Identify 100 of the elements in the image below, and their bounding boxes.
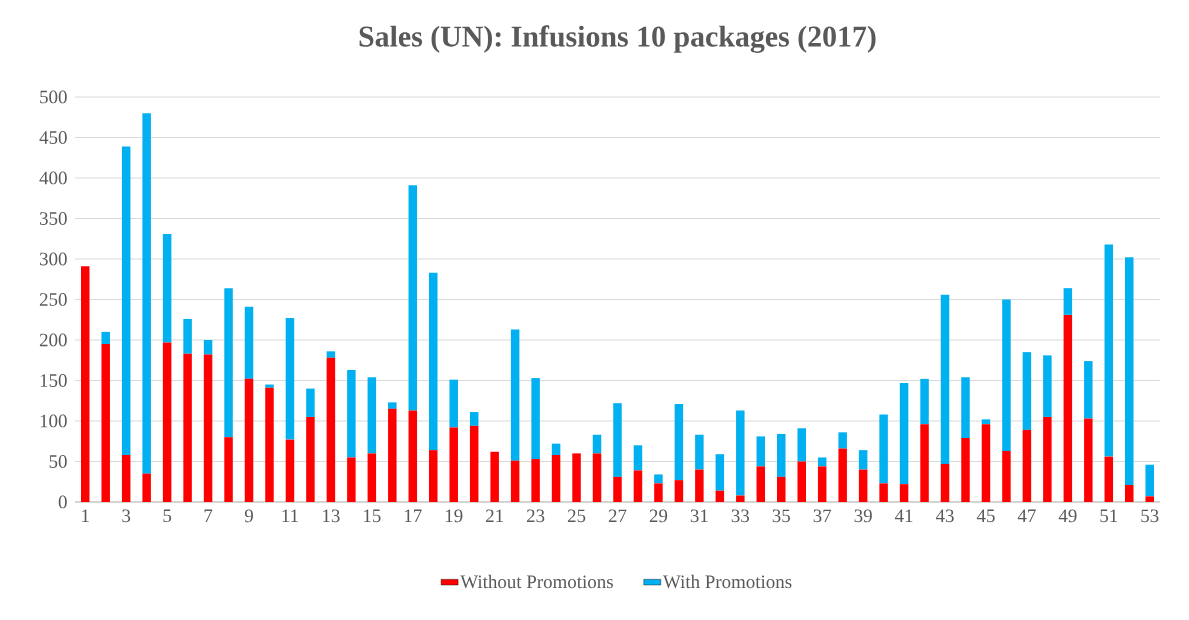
bar: [142, 473, 151, 502]
bar: [408, 410, 418, 502]
bar: [858, 450, 868, 470]
bar: [347, 457, 356, 502]
x-tick-label: 3: [122, 509, 131, 523]
bar: [1022, 429, 1032, 502]
x-tick-label: 7: [204, 509, 213, 522]
bar: [224, 288, 233, 438]
x-tick-label: 11: [282, 509, 298, 522]
x-tick-label: 15: [364, 509, 381, 523]
bar: [306, 416, 315, 502]
x-tick-label: 49: [1058, 509, 1077, 523]
bar: [203, 354, 213, 502]
x-tick-label: 1: [82, 509, 89, 522]
chart-title: Sales (UN): Infusions 10 packages (2017): [359, 25, 876, 53]
bar: [940, 294, 950, 464]
bar: [224, 437, 233, 502]
bar: [449, 379, 458, 428]
bar: [899, 382, 909, 485]
x-tick-label: 43: [935, 509, 954, 523]
x-tick-label: 45: [976, 509, 995, 523]
bar: [695, 434, 704, 470]
bar: [940, 463, 950, 502]
bar: [715, 454, 725, 491]
bar: [1104, 244, 1114, 457]
x-tick-label: 9: [244, 509, 253, 523]
bar: [203, 339, 213, 355]
bar: [1104, 456, 1114, 502]
bar: [961, 377, 970, 438]
bar: [817, 466, 827, 502]
x-tick-label: 53: [1141, 509, 1159, 523]
bar: [1084, 361, 1093, 419]
x-tick-label: 19: [445, 509, 463, 523]
x-tick-label: 27: [608, 509, 627, 523]
bar: [613, 476, 622, 502]
y-tick-label: 150: [40, 374, 67, 387]
bar: [162, 233, 172, 343]
bar: [920, 424, 929, 502]
bar: [797, 428, 806, 462]
bar: [101, 331, 110, 345]
bar: [715, 490, 725, 502]
bar: [510, 329, 520, 461]
bar: [285, 318, 295, 440]
bar: [285, 439, 295, 502]
bar: [367, 453, 377, 502]
bar: [1063, 288, 1073, 315]
bar: [838, 448, 847, 502]
bar: [736, 495, 745, 502]
bar: [961, 438, 970, 502]
bar: [490, 451, 499, 502]
x-tick-label: 39: [854, 509, 872, 523]
bar: [388, 402, 397, 409]
bar: [797, 461, 806, 502]
bar: [613, 403, 622, 477]
bar: [121, 146, 131, 455]
bar: [756, 466, 766, 502]
x-tick-label: 37: [813, 509, 832, 523]
bar: [1084, 418, 1093, 502]
bar: [265, 387, 274, 502]
bar: [654, 474, 663, 484]
y-tick-label: 200: [39, 333, 67, 347]
bar: [920, 378, 929, 425]
bar: [101, 344, 110, 502]
bar: [469, 425, 479, 502]
bar: [633, 470, 643, 502]
x-tick-label: 17: [404, 509, 422, 522]
bar: [674, 480, 684, 502]
legend-label: With Promotions: [662, 574, 792, 589]
x-tick-label: 21: [486, 509, 503, 523]
bar: [736, 410, 745, 496]
bar: [265, 384, 274, 388]
bar: [879, 483, 888, 502]
bar: [510, 460, 520, 502]
bar: [1043, 355, 1052, 417]
bar: [1125, 257, 1134, 485]
bar: [777, 433, 786, 477]
x-tick-label: 25: [567, 509, 586, 523]
x-tick-label: 35: [772, 509, 790, 523]
bar: [429, 450, 438, 502]
bar: [1063, 314, 1073, 502]
bar: [1145, 496, 1154, 502]
bar: [1022, 352, 1032, 430]
x-tick-label: 47: [1017, 509, 1036, 522]
bar: [449, 427, 458, 502]
bar: [1002, 299, 1011, 451]
bar: [244, 378, 254, 502]
bar: [572, 453, 581, 502]
bar: [367, 377, 377, 454]
bar: [551, 443, 561, 455]
y-tick-label: 300: [40, 252, 67, 266]
bar: [838, 432, 847, 449]
bar: [777, 476, 786, 502]
bar: [674, 403, 684, 481]
bar: [388, 408, 397, 502]
bar: [121, 455, 131, 502]
bar: [551, 455, 561, 502]
bar: [408, 185, 418, 411]
bar: [531, 378, 540, 460]
bar: [183, 353, 192, 502]
bar: [531, 459, 540, 502]
